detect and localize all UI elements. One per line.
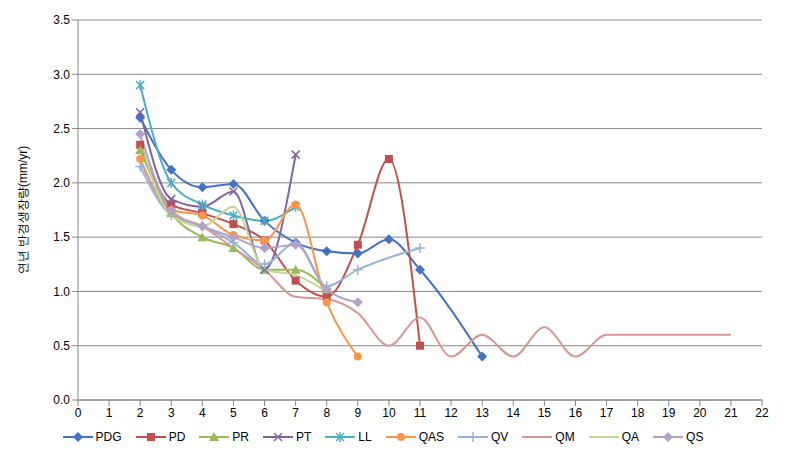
svg-text:21: 21 [724, 406, 738, 420]
html-text:QV: QV [491, 430, 509, 444]
svg-text:18: 18 [631, 406, 645, 420]
svg-text:16: 16 [569, 406, 583, 420]
svg-text:1: 1 [106, 406, 113, 420]
svg-text:11: 11 [414, 406, 427, 420]
html-text:LL: LL [358, 430, 372, 444]
html-text:PD: PD [168, 430, 186, 444]
svg-text:17: 17 [600, 406, 614, 420]
html-text:QA: QA [621, 430, 639, 444]
svg-text:1.0: 1.0 [53, 285, 70, 299]
html-text:PR: PR [232, 430, 249, 444]
svg-text:4: 4 [199, 406, 206, 420]
svg-text:1.5: 1.5 [53, 230, 70, 244]
svg-text:10: 10 [382, 406, 396, 420]
html-text:PDG: PDG [95, 430, 122, 444]
svg-text:2.0: 2.0 [53, 176, 70, 190]
svg-text:6: 6 [261, 406, 268, 420]
svg-text:20: 20 [693, 406, 707, 420]
svg-text:8: 8 [323, 406, 330, 420]
svg-text:15: 15 [538, 406, 552, 420]
svg-text:12: 12 [444, 406, 458, 420]
svg-text:14: 14 [507, 406, 521, 420]
svg-text:0.5: 0.5 [53, 339, 70, 353]
svg-text:7: 7 [292, 406, 299, 420]
svg-text:22: 22 [755, 406, 769, 420]
svg-text:2: 2 [137, 406, 144, 420]
svg-text:9: 9 [354, 406, 361, 420]
svg-text:3.0: 3.0 [53, 68, 70, 82]
svg-text:19: 19 [662, 406, 676, 420]
svg-text:2.5: 2.5 [53, 122, 70, 136]
html-text:PT: PT [296, 430, 312, 444]
svg-text:연년 반경생장량(mm/yr): 연년 반경생장량(mm/yr) [16, 146, 30, 275]
svg-text:3: 3 [168, 406, 175, 420]
svg-text:3.5: 3.5 [53, 13, 70, 27]
svg-text:5: 5 [230, 406, 237, 420]
svg-text:0: 0 [75, 406, 82, 420]
html-text:QS: QS [686, 430, 704, 444]
svg-text:13: 13 [476, 406, 490, 420]
html-text:QAS: QAS [418, 430, 444, 444]
svg-text:0.0: 0.0 [53, 393, 70, 407]
html-text:QM: QM [555, 430, 575, 444]
